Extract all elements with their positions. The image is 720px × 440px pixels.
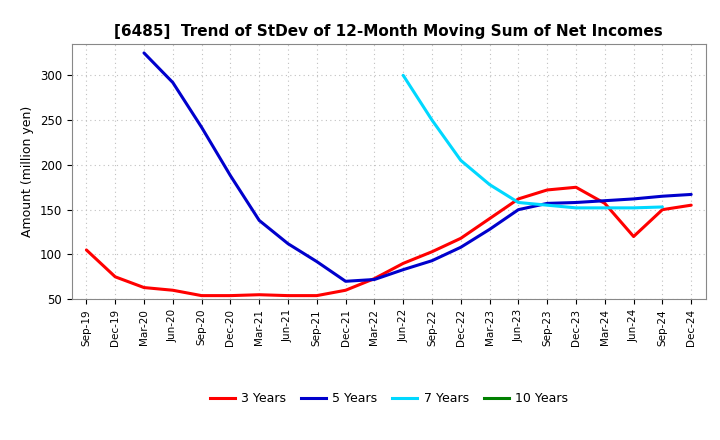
Title: [6485]  Trend of StDev of 12-Month Moving Sum of Net Incomes: [6485] Trend of StDev of 12-Month Moving… [114,24,663,39]
Y-axis label: Amount (million yen): Amount (million yen) [22,106,35,237]
Legend: 3 Years, 5 Years, 7 Years, 10 Years: 3 Years, 5 Years, 7 Years, 10 Years [204,387,573,410]
